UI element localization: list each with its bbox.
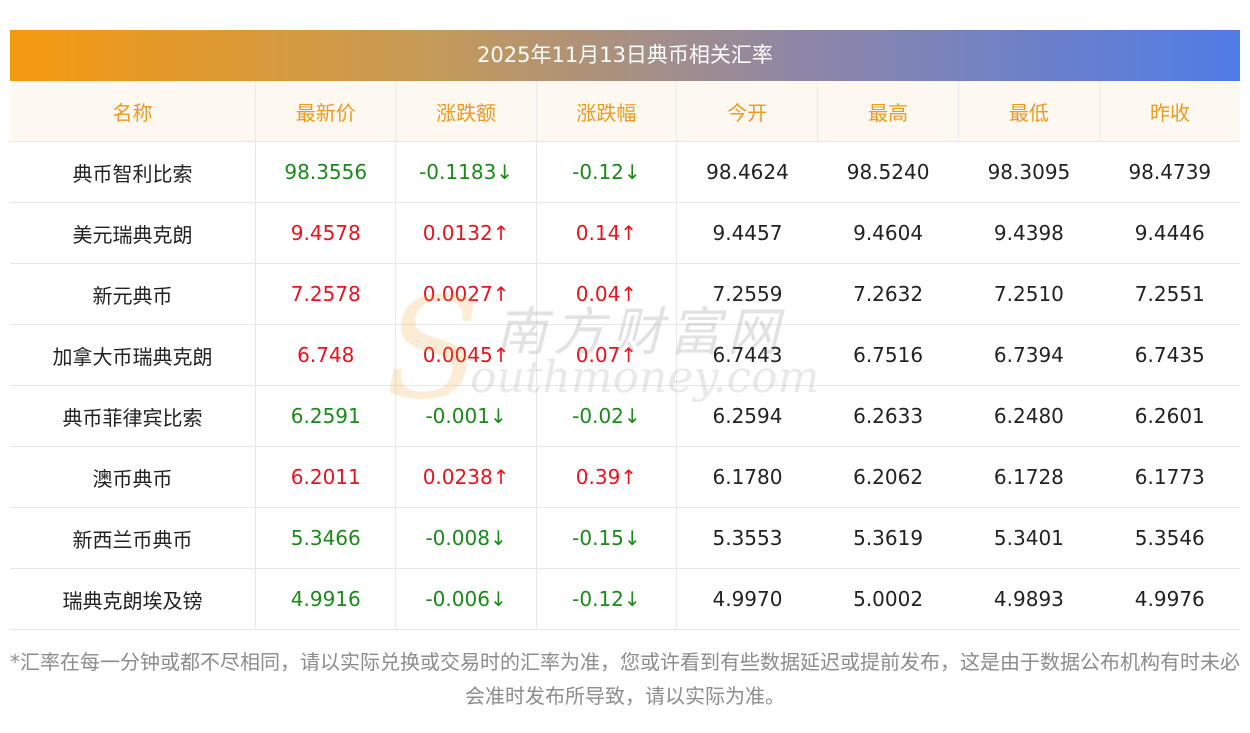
low-price: 7.2510 [958,263,1100,325]
header-name: 名称 [10,81,257,142]
currency-pair-name[interactable]: 加拿大币瑞典克朗 [10,324,257,386]
table-row: 典币智利比索 98.3556 -0.1183↓ -0.12↓ 98.4624 9… [10,141,1240,203]
change-amount: 0.0238↑ [395,446,537,508]
change-percent: 0.39↑ [536,446,678,508]
open-price: 5.3553 [676,507,818,569]
prev-close-price: 6.2601 [1099,385,1240,447]
open-price: 4.9970 [676,568,818,630]
open-price: 6.7443 [676,324,818,386]
prev-close-price: 98.4739 [1099,141,1240,203]
change-percent: 0.04↑ [536,263,678,325]
change-amount: -0.008↓ [395,507,537,569]
header-open: 今开 [676,81,819,142]
prev-close-price: 7.2551 [1099,263,1240,325]
low-price: 6.1728 [958,446,1100,508]
table-body: 典币智利比索 98.3556 -0.1183↓ -0.12↓ 98.4624 9… [10,141,1240,630]
high-price: 5.3619 [817,507,959,569]
table-row: 典币菲律宾比索 6.2591 -0.001↓ -0.02↓ 6.2594 6.2… [10,385,1240,447]
change-percent: 0.07↑ [536,324,678,386]
prev-close-price: 6.1773 [1099,446,1240,508]
table-row: 美元瑞典克朗 9.4578 0.0132↑ 0.14↑ 9.4457 9.460… [10,202,1240,264]
high-price: 5.0002 [817,568,959,630]
table-title: 2025年11月13日典币相关汇率 [10,30,1240,81]
low-price: 4.9893 [958,568,1100,630]
latest-price: 98.3556 [255,141,397,203]
currency-pair-name[interactable]: 澳币典币 [10,446,257,508]
prev-close-price: 6.7435 [1099,324,1240,386]
latest-price: 5.3466 [255,507,397,569]
header-latest: 最新价 [255,81,397,142]
open-price: 9.4457 [676,202,818,264]
latest-price: 4.9916 [255,568,397,630]
change-amount: -0.001↓ [395,385,537,447]
open-price: 7.2559 [676,263,818,325]
latest-price: 6.2011 [255,446,397,508]
table-row: 加拿大币瑞典克朗 6.748 0.0045↑ 0.07↑ 6.7443 6.75… [10,324,1240,386]
high-price: 6.2062 [817,446,959,508]
prev-close-price: 5.3546 [1099,507,1240,569]
header-change: 涨跌额 [395,81,537,142]
rate-table-panel: 2025年11月13日典币相关汇率 名称 最新价 涨跌额 涨跌幅 今开 最高 最… [10,30,1240,630]
currency-pair-name[interactable]: 瑞典克朗埃及镑 [10,568,257,630]
high-price: 98.5240 [817,141,959,203]
change-percent: 0.14↑ [536,202,678,264]
currency-pair-name[interactable]: 新西兰币典币 [10,507,257,569]
high-price: 7.2632 [817,263,959,325]
low-price: 6.2480 [958,385,1100,447]
latest-price: 6.748 [255,324,397,386]
header-low: 最低 [958,81,1101,142]
currency-pair-name[interactable]: 典币智利比索 [10,141,257,203]
high-price: 6.7516 [817,324,959,386]
header-prev-close: 昨收 [1099,81,1240,142]
low-price: 6.7394 [958,324,1100,386]
table-row: 新元典币 7.2578 0.0027↑ 0.04↑ 7.2559 7.2632 … [10,263,1240,325]
open-price: 98.4624 [676,141,818,203]
currency-pair-name[interactable]: 新元典币 [10,263,257,325]
open-price: 6.2594 [676,385,818,447]
low-price: 98.3095 [958,141,1100,203]
high-price: 6.2633 [817,385,959,447]
header-change-pct: 涨跌幅 [536,81,678,142]
table-row: 澳币典币 6.2011 0.0238↑ 0.39↑ 6.1780 6.2062 … [10,446,1240,508]
high-price: 9.4604 [817,202,959,264]
low-price: 5.3401 [958,507,1100,569]
disclaimer-footnote: *汇率在每一分钟或都不尽相同，请以实际兑换或交易时的汇率为准，您或许看到有些数据… [10,650,1240,708]
low-price: 9.4398 [958,202,1100,264]
open-price: 6.1780 [676,446,818,508]
change-amount: -0.1183↓ [395,141,537,203]
header-high: 最高 [817,81,959,142]
table-row: 新西兰币典币 5.3466 -0.008↓ -0.15↓ 5.3553 5.36… [10,507,1240,569]
change-percent: -0.02↓ [536,385,678,447]
change-percent: -0.12↓ [536,141,678,203]
latest-price: 6.2591 [255,385,397,447]
table-row: 瑞典克朗埃及镑 4.9916 -0.006↓ -0.12↓ 4.9970 5.0… [10,568,1240,630]
change-amount: 0.0132↑ [395,202,537,264]
prev-close-price: 9.4446 [1099,202,1240,264]
change-amount: 0.0045↑ [395,324,537,386]
latest-price: 7.2578 [255,263,397,325]
currency-pair-name[interactable]: 典币菲律宾比索 [10,385,257,447]
prev-close-price: 4.9976 [1099,568,1240,630]
table-header-row: 名称 最新价 涨跌额 涨跌幅 今开 最高 最低 昨收 [10,81,1240,142]
change-amount: 0.0027↑ [395,263,537,325]
currency-pair-name[interactable]: 美元瑞典克朗 [10,202,257,264]
change-amount: -0.006↓ [395,568,537,630]
exchange-rate-table: 名称 最新价 涨跌额 涨跌幅 今开 最高 最低 昨收 典币智利比索 98.355… [10,81,1240,630]
change-percent: -0.15↓ [536,507,678,569]
latest-price: 9.4578 [255,202,397,264]
change-percent: -0.12↓ [536,568,678,630]
